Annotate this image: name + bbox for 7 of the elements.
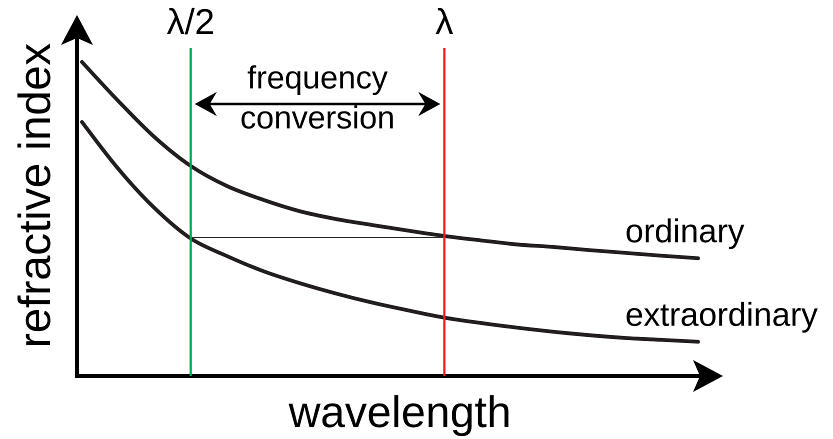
y-axis-title: refractive index: [17, 43, 50, 346]
text: λ: [436, 8, 454, 34]
annotation: frequency conversion: [242, 65, 393, 129]
x-axis-title: wavelength: [288, 395, 508, 436]
series-label: ordinary: [626, 218, 744, 250]
text: λ/2: [166, 8, 213, 34]
series-label: extraordinary: [626, 302, 818, 333]
